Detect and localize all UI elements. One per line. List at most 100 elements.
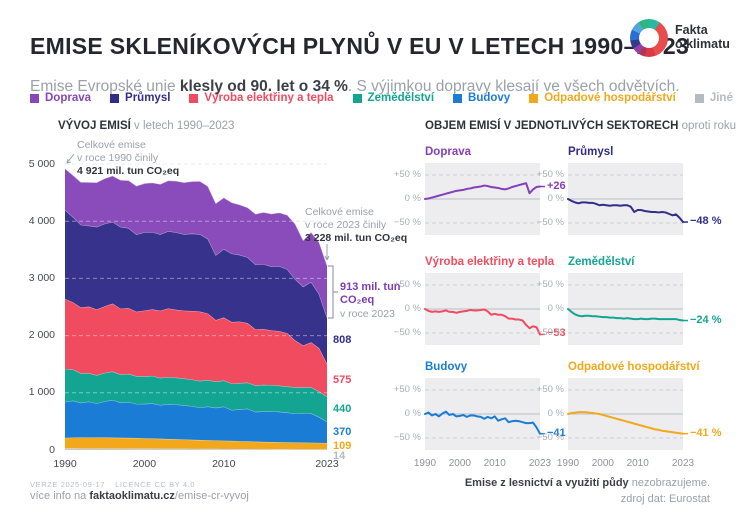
end-value-jin-: 14 [333,449,346,462]
page-title: EMISE SKLENÍKOVÝCH PLYNŮ V EU V LETECH 1… [30,33,690,60]
mini-y-tick: 0 % [547,193,564,204]
mini-chart-title: Budovy [425,361,468,373]
mini-y-tick: 0 % [547,408,564,419]
y-axis-tick: 1 000 [28,386,55,399]
mini-y-tick: −50 % [536,432,564,443]
y-axis-tick: 3 000 [28,271,55,284]
legend-item-odpadov-hospod-stv-: Odpadové hospodářství [529,92,676,104]
mini-x-tick: 2000 [448,458,471,469]
mini-y-tick: 0 % [404,408,421,419]
mini-chart-plot [424,273,545,345]
mini-chart-title: Průmysl [568,146,614,158]
left-chart-title-bold: VÝVOJ EMISÍ [58,120,131,132]
mini-y-tick: +50 % [536,384,564,395]
footnote: Emise z lesnictví a využití půdy nezobra… [465,477,710,489]
mini-y-tick: +50 % [536,169,564,180]
footnote-rest: nezobrazujeme. [628,477,710,489]
end-value-v-roba-elekt-iny-a-tepla: 575 [333,373,352,386]
annotation-value: CO₂eq [340,294,375,307]
version-license: VERZE 2025-09-17 LICENCE CC BY 4.0 [30,480,205,489]
annotation-doprava-913: 913 mil. tun CO₂eq v roce 2023 [340,281,401,321]
stacked-area-chart [64,163,328,450]
annotation-total-2023: Celkové emise v roce 2023 činily 3 228 m… [305,206,407,244]
legend-item-v-roba-elekt-iny-a-tepla: Výroba elektřiny a tepla [189,92,334,104]
annotation-line: v roce 2023 [340,307,395,320]
legend-swatch [110,93,120,103]
legend-label: Budovy [468,92,511,104]
mini-x-tick: 2000 [591,458,614,469]
logo-line2: o klimatu [675,37,730,51]
legend: Doprava Průmysl Výroba elektřiny a tepla Ze… [30,92,733,104]
mini-x-tick: 2010 [483,458,506,469]
mini-x-tick: 1990 [413,458,437,469]
right-panel-title: OBJEM EMISÍ V JEDNOTLIVÝCH SEKTORECH opr… [425,120,740,132]
data-source: zdroj dat: Eurostat [620,493,710,505]
annotation-total-1990: Celkové emise v roce 1990 činily 4 921 m… [77,139,179,177]
legend-swatch [529,93,539,103]
info-link-path: /emise-cr-vyvoj [174,490,249,502]
mini-y-tick: −50 % [536,327,564,338]
footnote-bold: Emise z lesnictví a využití půdy [464,477,629,489]
mini-x-tick: 1990 [556,458,580,469]
legend-label: Výroba elektřiny a tepla [204,92,334,104]
mini-y-tick: 0 % [404,303,421,314]
logo-text: Fakta o klimatu [675,23,730,52]
end-value-zem-d-lstv-: 440 [333,402,352,415]
legend-swatch [352,93,362,103]
legend-item-jin-: Jiné [694,92,733,104]
mini-y-tick: −50 % [536,217,564,228]
mini-end-value: −41 % [690,426,722,439]
right-panel-title-rest: oproti roku 1990 [681,120,740,132]
legend-item-pr-mysl: Průmysl [110,92,170,104]
license-text: LICENCE CC BY 4.0 [115,480,196,489]
mini-chart-plot [567,273,688,345]
legend-swatch [694,93,704,103]
subtitle: Emise Evropské unie klesly od 90. let o … [30,78,680,96]
mini-y-tick: −50 % [393,327,421,338]
annotation-value: 913 mil. tun [340,281,401,293]
x-axis-tick: 2023 [315,458,339,470]
fakta-o-klimatu-logo: Fakta o klimatu [630,19,730,57]
mini-x-tick: 2010 [626,458,649,469]
logo-donut-icon [630,19,668,57]
subtitle-bold: klesly od 90. let o 34 % [179,77,348,95]
legend-swatch [453,93,463,103]
x-axis-tick: 1990 [53,458,77,470]
mini-chart-plot [424,378,545,450]
mini-end-value: −48 % [690,215,722,228]
y-axis-tick: 0 [49,443,55,456]
y-axis-tick: 4 000 [28,214,55,227]
annotation-value: 3 228 mil. tun CO₂eq [305,231,408,244]
mini-y-tick: 0 % [547,303,564,314]
end-value-pr-mysl: 808 [333,334,352,347]
mini-x-tick: 2023 [528,458,552,469]
mini-y-tick: −50 % [393,432,421,443]
left-chart-title: VÝVOJ EMISÍ v letech 1990–2023 [58,120,234,132]
mini-y-tick: 0 % [404,193,421,204]
mini-y-tick: +50 % [393,169,421,180]
right-panel-title-bold: OBJEM EMISÍ V JEDNOTLIVÝCH SEKTORECH [425,120,679,132]
left-chart-title-rest: v letech 1990–2023 [130,120,235,132]
end-value-budovy: 370 [333,425,352,438]
info-link-pre: více info na [30,490,90,502]
mini-x-tick: 2023 [671,458,695,469]
info-link[interactable]: více info na faktaoklimatu.cz/emise-cr-v… [30,490,249,502]
mini-chart-plot [567,378,688,450]
legend-swatch [30,93,39,103]
annotation-value: 4 921 mil. tun CO₂eq [77,164,180,177]
mini-y-tick: +50 % [393,384,421,395]
mini-chart-title: Výroba elektřiny a tepla [425,256,555,268]
logo-line1: Fakta [675,23,708,38]
mini-chart-plot [567,163,688,235]
y-axis-tick: 5 000 [28,157,55,170]
legend-label: Jiné [709,92,733,104]
mini-end-value: −24 % [690,313,722,326]
mini-chart-title: Odpadové hospodářství [568,361,700,373]
y-axis-tick: 2 000 [28,329,55,342]
legend-item-doprava: Doprava [30,92,91,104]
x-axis-tick: 2000 [132,458,157,470]
annotation-line: Celkové emise [305,206,374,218]
legend-label: Odpadové hospodářství [544,92,676,104]
info-link-domain[interactable]: faktaoklimatu.cz [89,490,175,502]
x-axis-tick: 2010 [212,458,236,470]
